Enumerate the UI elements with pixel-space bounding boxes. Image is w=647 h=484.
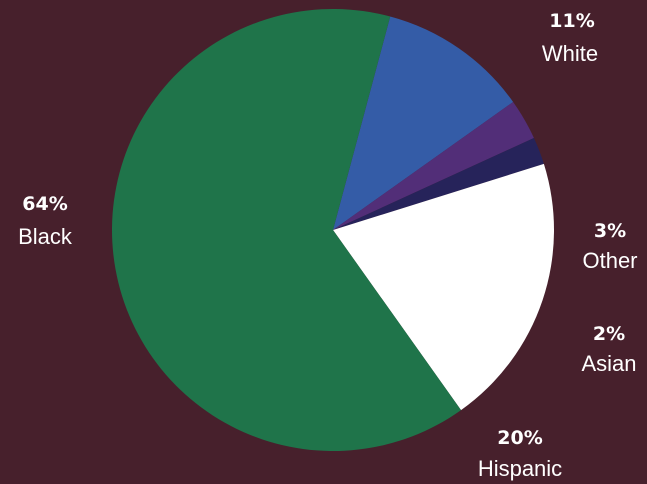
pie-slice-black xyxy=(111,8,462,451)
slice-label-asian: Asian xyxy=(581,351,636,376)
pie-slice-white xyxy=(333,16,514,231)
slice-pct-hispanic: 20% xyxy=(497,427,542,449)
pie-slice-hispanic xyxy=(333,163,555,411)
pie-slice-other xyxy=(333,101,534,230)
pie-slices xyxy=(111,8,555,451)
slice-label-hispanic: Hispanic xyxy=(478,456,562,481)
slice-label-white: White xyxy=(542,41,598,66)
slice-pct-asian: 2% xyxy=(593,323,625,345)
slice-label-black: Black xyxy=(18,224,73,249)
slice-label-other: Other xyxy=(582,248,637,273)
pie-slice-asian xyxy=(333,138,544,230)
slice-pct-other: 3% xyxy=(594,220,626,242)
slice-pct-black: 64% xyxy=(22,193,67,215)
slice-pct-white: 11% xyxy=(549,10,594,32)
